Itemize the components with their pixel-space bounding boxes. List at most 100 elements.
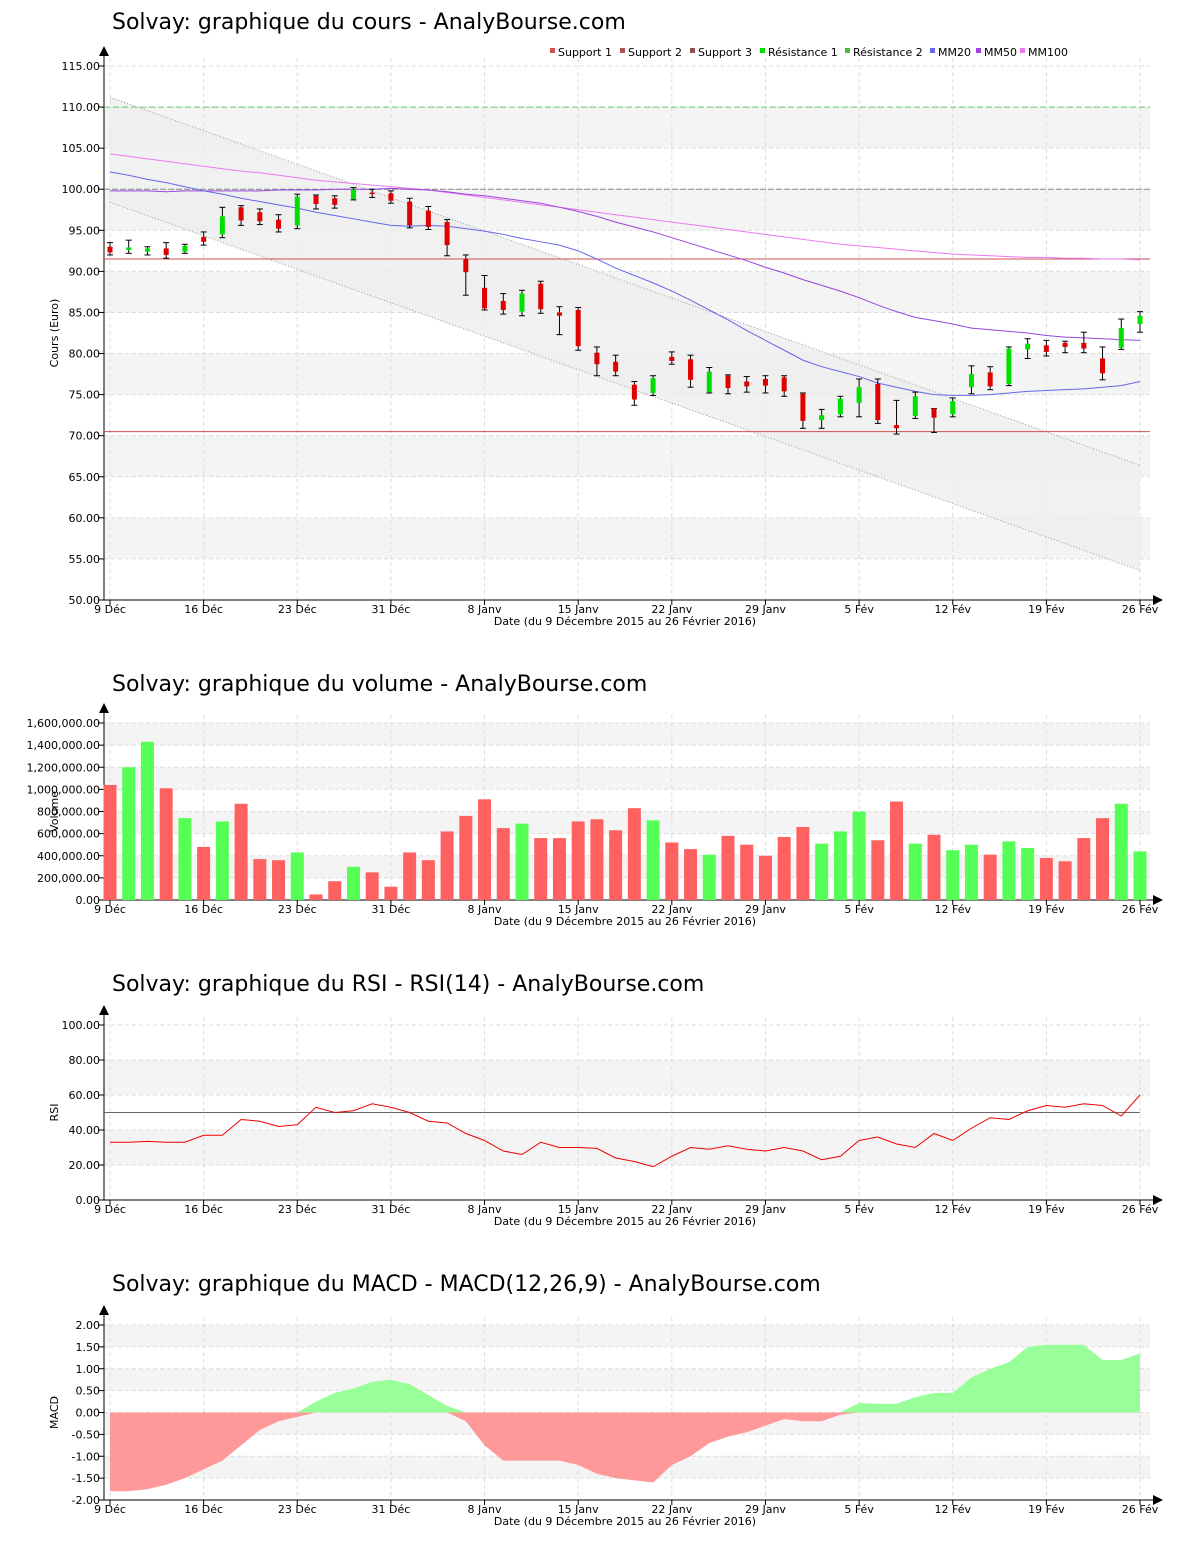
candle-body [538, 283, 544, 310]
x-tick-label: 23 Déc [278, 903, 317, 916]
legend-swatch [1020, 48, 1025, 53]
macd-chart: -2.00 -1.50 -1.00 -0.50 0.00 0.50 1.00 1.50 2.00… [48, 1305, 1163, 1528]
volume-bar [440, 831, 454, 900]
x-tick-label: 26 Fév [1122, 1503, 1159, 1516]
volume-bar [852, 811, 866, 900]
volume-bar [721, 835, 735, 900]
x-tick-label: 9 Déc [94, 1203, 126, 1216]
y-axis-arrow [99, 703, 109, 713]
candle-body [163, 248, 169, 255]
price-chart-title: Solvay: graphique du cours - AnalyBourse… [112, 10, 626, 35]
x-tick-label: 8 Janv [468, 603, 502, 616]
volume-chart: 0.00 200,000.00 400,000.00 600,000.00 800,00… [27, 703, 1163, 928]
x-tick-label: 31 Déc [372, 1203, 411, 1216]
candle-body [575, 309, 581, 347]
volume-bar [758, 855, 772, 900]
x-tick-label: 12 Fév [934, 1203, 971, 1216]
volume-bar [627, 808, 641, 900]
x-tick-label: 9 Déc [94, 603, 126, 616]
x-tick-label: 15 Janv [558, 603, 599, 616]
legend-swatch [930, 48, 935, 53]
volume-bar [684, 849, 698, 900]
volume-bar [1096, 818, 1110, 900]
volume-bar [1077, 838, 1091, 900]
y-tick-label: 1.50 [76, 1341, 101, 1354]
grid-band [104, 811, 1150, 834]
legend-label: MM20 [938, 46, 971, 59]
candle-body [950, 401, 956, 415]
y-tick-label: -1.50 [72, 1472, 100, 1485]
candle-body [1043, 345, 1049, 352]
x-tick-label: 5 Fév [844, 1503, 874, 1516]
candle-body [856, 387, 862, 403]
volume-bar [122, 767, 136, 900]
x-tick-label: 16 Déc [184, 1203, 223, 1216]
y-tick-label: 1.00 [76, 1363, 101, 1376]
legend-swatch [760, 48, 765, 53]
grid-band [104, 107, 1150, 149]
x-tick-label: 31 Déc [372, 1503, 411, 1516]
y-tick-label: 115.00 [62, 60, 101, 73]
volume-bar [515, 823, 529, 900]
x-tick-label: 12 Fév [934, 1503, 971, 1516]
candle-body [407, 201, 413, 226]
y-tick-label: 65.00 [69, 471, 101, 484]
candle-body [500, 300, 506, 310]
y-tick-label: 40.00 [69, 1124, 101, 1137]
y-tick-label: 80.00 [69, 348, 101, 361]
volume-bar [384, 886, 398, 900]
channel-upper-line [109, 96, 1141, 466]
y-tick-label: 600,000.00 [37, 828, 100, 841]
legend-swatch [976, 48, 981, 53]
candle-body [1025, 343, 1031, 350]
candle-body [182, 245, 188, 252]
legend-label: Support 3 [698, 46, 752, 59]
candle-body [107, 246, 113, 253]
candle-body [800, 393, 806, 421]
candle-body [1118, 328, 1124, 348]
grid-band [104, 1130, 1150, 1165]
candle-body [556, 312, 562, 316]
legend-label: MM50 [984, 46, 1017, 59]
y-axis-title: Cours (Euro) [48, 299, 61, 368]
volume-bar [646, 820, 660, 900]
volume-bar [421, 860, 435, 900]
y-axis-arrow [99, 1005, 109, 1015]
x-tick-label: 8 Janv [468, 1503, 502, 1516]
trend-channel [110, 97, 1140, 571]
macd-panel: Solvay: graphique du MACD - MACD(12,26,9… [0, 1260, 1200, 1550]
volume-bar [833, 831, 847, 900]
candle-body [1081, 342, 1087, 349]
candle-body [594, 352, 600, 365]
x-tick-label: 26 Fév [1122, 1203, 1159, 1216]
candle-body [257, 212, 263, 222]
volume-panel: Solvay: graphique du volume - AnalyBours… [0, 660, 1200, 940]
x-tick-label: 8 Janv [468, 903, 502, 916]
grid-band [104, 767, 1150, 790]
volume-bar [777, 836, 791, 900]
y-tick-label: 800,000.00 [37, 806, 100, 819]
candle-body [912, 396, 918, 416]
volume-bar [702, 854, 716, 900]
x-tick-label: 31 Déc [372, 603, 411, 616]
y-tick-label: 50.00 [69, 594, 101, 607]
volume-bar [103, 784, 117, 900]
volume-bar [197, 846, 211, 900]
legend-label: Résistance 1 [768, 46, 838, 59]
x-tick-label: 31 Déc [372, 903, 411, 916]
y-tick-label: 85.00 [69, 306, 101, 319]
volume-bar [871, 840, 885, 900]
candle-body [931, 408, 937, 418]
candle-body [294, 196, 300, 226]
volume-bar [890, 801, 904, 900]
volume-bar [1114, 803, 1128, 900]
volume-bar [215, 821, 229, 900]
volume-bar [590, 819, 604, 900]
candle-body [968, 374, 974, 388]
candle-body [631, 384, 637, 400]
x-tick-label: 29 Janv [745, 1203, 786, 1216]
x-tick-label: 12 Fév [934, 603, 971, 616]
candle-body [144, 248, 150, 252]
candle-body [519, 293, 525, 312]
x-axis-arrow [1153, 595, 1163, 605]
